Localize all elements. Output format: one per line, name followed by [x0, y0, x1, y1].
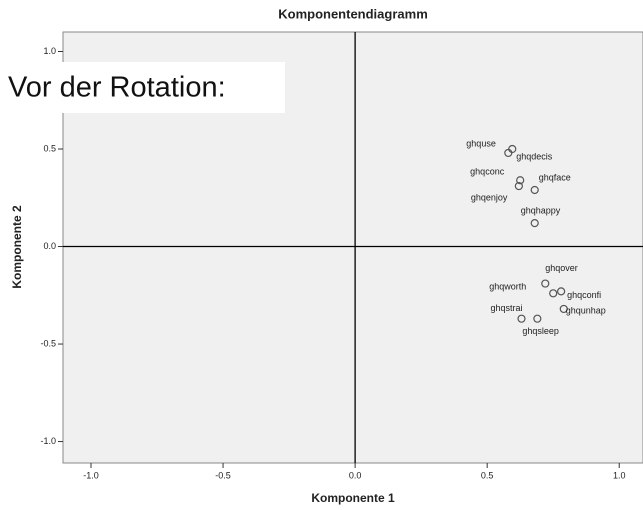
point [559, 304, 568, 314]
y-tick-label: -1.0 [40, 436, 56, 446]
point-label: ghqunhap [566, 305, 606, 315]
annotation: Vor der Rotation: [8, 72, 226, 104]
point-label: ghqface [539, 172, 571, 182]
point-label: ghqhappy [521, 205, 561, 215]
y-tick-label: 0.5 [43, 143, 56, 153]
point-label: ghqover [545, 263, 578, 273]
point [514, 181, 523, 191]
x-axis-label: Komponente 1 [311, 491, 395, 505]
point-label: ghqstrai [491, 303, 523, 313]
point-label: ghqdecis [516, 151, 553, 161]
point-label: ghquse [466, 138, 496, 148]
point [549, 289, 558, 298]
x-tick-label: 1.0 [613, 470, 626, 480]
point [530, 185, 539, 195]
point-label: ghqconc [470, 167, 505, 177]
y-tick-label: 1.0 [43, 46, 56, 56]
point [557, 287, 566, 296]
y-tick-label: 0.0 [43, 241, 56, 251]
annotation-box [5, 62, 285, 113]
y-axis-label: Komponente 2 [10, 205, 24, 289]
x-tick-label: -0.5 [215, 470, 231, 480]
point [517, 314, 526, 323]
point [508, 144, 517, 154]
point [541, 279, 550, 288]
point-label: ghqenjoy [471, 192, 508, 202]
point [516, 176, 525, 185]
point-label: ghqworth [489, 282, 526, 292]
point-label: ghqconfi [567, 290, 601, 300]
y-tick-label: -0.5 [40, 338, 56, 348]
point [530, 219, 539, 228]
point-label: ghqsleep [522, 326, 559, 336]
x-tick-label: -1.0 [83, 470, 99, 480]
x-tick-label: 0.0 [349, 470, 362, 480]
x-tick-label: 0.5 [481, 470, 494, 480]
point [533, 314, 542, 323]
chart-title: Komponentendiagramm [278, 6, 428, 21]
